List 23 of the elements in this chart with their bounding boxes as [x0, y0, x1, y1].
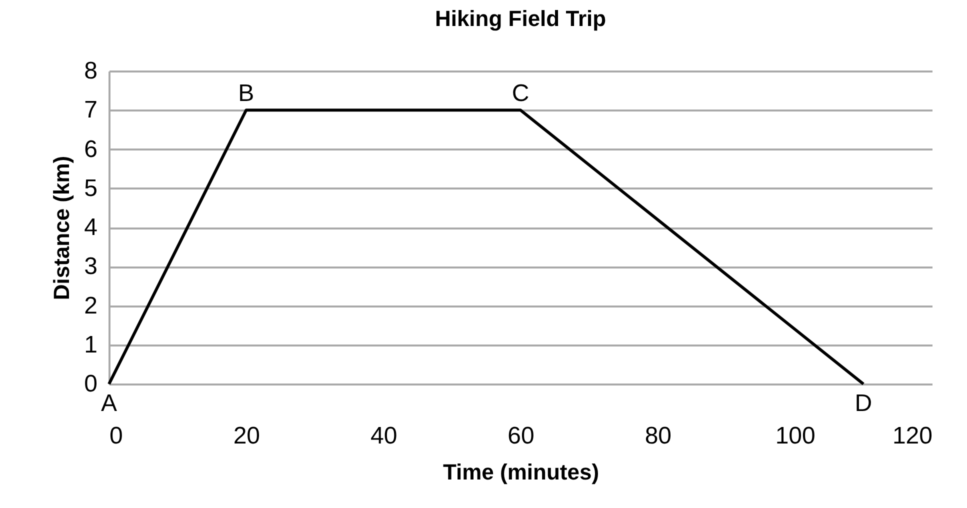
y-axis-title: Distance (km) [49, 156, 74, 300]
x-tick-label: 80 [644, 422, 672, 450]
y-tick-label: 4 [84, 214, 98, 241]
y-tick-label: 8 [84, 58, 98, 84]
annotation: D [854, 390, 872, 417]
x-tick-label: 120 [892, 422, 932, 450]
y-tick-label: 7 [84, 96, 98, 124]
x-tick-label: 100 [775, 422, 816, 450]
y-tick-label: 1 [84, 331, 98, 358]
x-tick-label: 60 [508, 422, 534, 450]
x-axis-title: Time (minutes) [442, 460, 600, 484]
annotation: C [512, 80, 530, 108]
y-tick-label: 6 [84, 136, 98, 163]
y-tick-label: 3 [84, 253, 98, 280]
annotation: B [238, 80, 254, 108]
x-tick-label: 40 [370, 422, 398, 450]
x-tick-label: 20 [233, 422, 260, 450]
y-tick-label: 5 [84, 174, 98, 202]
annotation: A [100, 390, 118, 417]
y-tick-label: 2 [84, 292, 98, 320]
x-tick-label: 0 [110, 422, 123, 450]
y-tick-label: 0 [84, 370, 98, 398]
chart-title: Hiking Field Trip [434, 6, 606, 31]
